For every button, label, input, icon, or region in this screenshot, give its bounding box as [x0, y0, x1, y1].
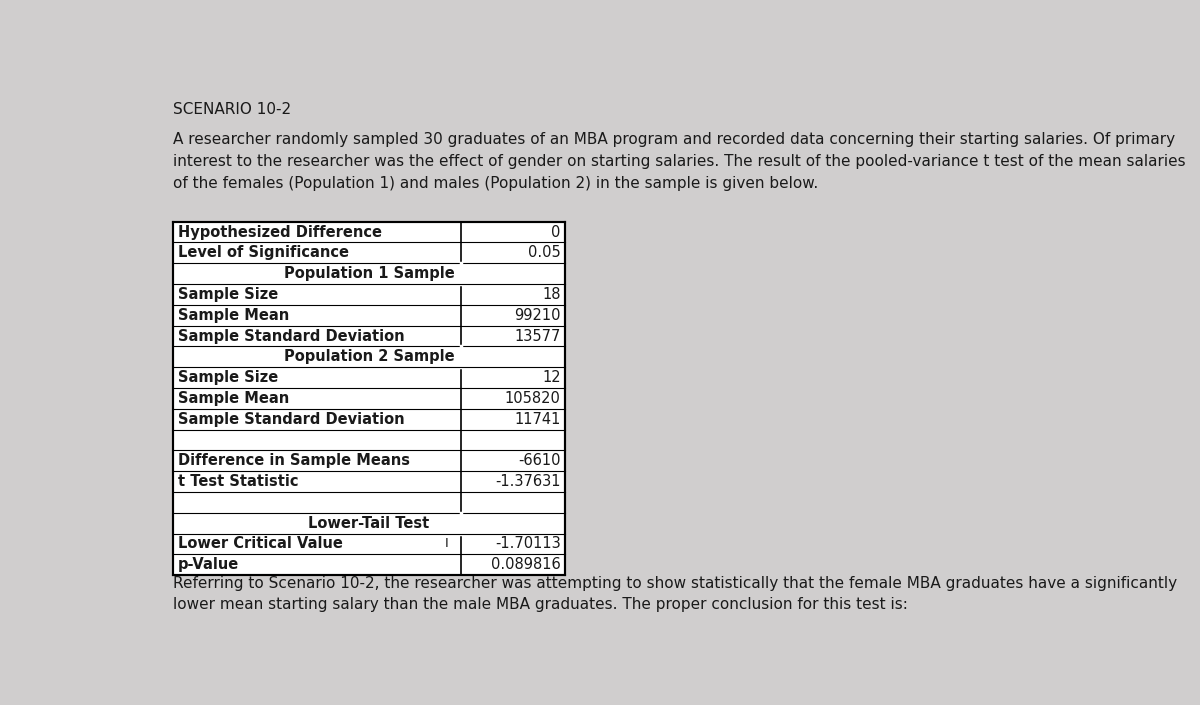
Text: -6610: -6610	[518, 453, 560, 468]
Text: Hypothesized Difference: Hypothesized Difference	[178, 225, 382, 240]
Text: 0: 0	[551, 225, 560, 240]
Text: 13577: 13577	[515, 329, 560, 343]
Text: 0.05: 0.05	[528, 245, 560, 260]
Text: 0.089816: 0.089816	[491, 557, 560, 572]
Text: Population 2 Sample: Population 2 Sample	[283, 349, 455, 364]
Text: t Test Statistic: t Test Statistic	[178, 474, 299, 489]
Text: SCENARIO 10-2: SCENARIO 10-2	[173, 102, 292, 116]
Text: Sample Standard Deviation: Sample Standard Deviation	[178, 412, 404, 427]
Text: Referring to Scenario 10-2, the researcher was attempting to show statistically : Referring to Scenario 10-2, the research…	[173, 576, 1177, 613]
Text: Sample Size: Sample Size	[178, 370, 278, 385]
Text: -1.70113: -1.70113	[496, 537, 560, 551]
Text: Sample Size: Sample Size	[178, 287, 278, 302]
Text: 11741: 11741	[515, 412, 560, 427]
Text: Sample Mean: Sample Mean	[178, 391, 289, 406]
Text: Sample Standard Deviation: Sample Standard Deviation	[178, 329, 404, 343]
Text: -1.37631: -1.37631	[496, 474, 560, 489]
Text: A researcher randomly sampled 30 graduates of an MBA program and recorded data c: A researcher randomly sampled 30 graduat…	[173, 133, 1186, 190]
Text: 18: 18	[542, 287, 560, 302]
Text: 105820: 105820	[505, 391, 560, 406]
Text: p-Value: p-Value	[178, 557, 239, 572]
Text: Lower Critical Value: Lower Critical Value	[178, 537, 343, 551]
Text: 99210: 99210	[515, 307, 560, 323]
Text: I: I	[445, 537, 449, 551]
Bar	[173, 221, 565, 575]
Text: Sample Mean: Sample Mean	[178, 307, 289, 323]
Text: Population 1 Sample: Population 1 Sample	[283, 266, 455, 281]
Text: Lower-Tail Test: Lower-Tail Test	[308, 515, 430, 531]
Text: 12: 12	[542, 370, 560, 385]
Text: Level of Significance: Level of Significance	[178, 245, 349, 260]
Text: Difference in Sample Means: Difference in Sample Means	[178, 453, 410, 468]
